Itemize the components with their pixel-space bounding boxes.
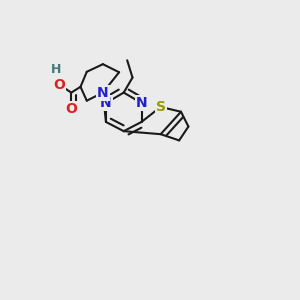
Text: O: O — [65, 102, 77, 116]
Text: N: N — [100, 96, 112, 110]
Text: S: S — [156, 100, 166, 114]
Text: N: N — [136, 96, 147, 110]
Text: H: H — [50, 63, 61, 76]
Text: O: O — [53, 77, 65, 92]
Text: N: N — [97, 85, 109, 100]
